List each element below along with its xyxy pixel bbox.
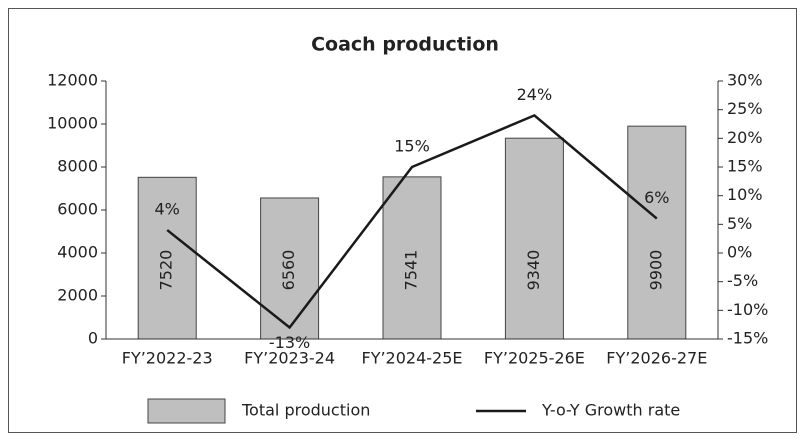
y2-tick-label: -5% (727, 271, 758, 290)
y-tick-label: 0 (88, 329, 98, 348)
legend-swatch (147, 398, 226, 424)
y-tick-label: 10000 (47, 114, 98, 133)
growth-line (166, 113, 658, 330)
y2-tick-label: 25% (727, 99, 763, 118)
bar-value-label: 9900 (646, 250, 665, 291)
line-value-label: 15% (394, 137, 430, 156)
x-tick-label: FY’2022-23 (122, 349, 213, 368)
y2-tick-label: 0% (727, 243, 752, 262)
bar (504, 137, 564, 340)
y2-tick-label: 5% (727, 214, 752, 233)
line-value-label: -13% (269, 333, 310, 352)
line-value-label: 6% (644, 188, 669, 207)
y2-tick-label: 10% (727, 185, 763, 204)
bar-value-label: 6560 (279, 250, 298, 291)
bar-value-label: 7520 (157, 250, 176, 291)
legend-label: Total production (241, 401, 370, 420)
y2-tick-label: 30% (727, 71, 763, 90)
y2-tick-label: 15% (727, 157, 763, 176)
y2-tick-label: 20% (727, 128, 763, 147)
line-value-label: 4% (155, 200, 180, 219)
bar-value-label: 7541 (402, 250, 421, 291)
x-tick-label: FY’2026-27E (606, 349, 707, 368)
y-tick-label: 2000 (57, 286, 98, 305)
x-tick-label: FY’2024-25E (361, 349, 462, 368)
x-tick-label: FY’2025-26E (484, 349, 585, 368)
y-tick-label: 8000 (57, 157, 98, 176)
y2-tick-label: -10% (727, 300, 768, 319)
legend-label: Y-o-Y Growth rate (541, 401, 680, 420)
x-tick-label: FY’2023-24 (244, 349, 335, 368)
y2-tick-label: -15% (727, 329, 768, 348)
y-tick-label: 12000 (47, 71, 98, 90)
bar (627, 125, 687, 340)
bar (137, 176, 197, 340)
chart-title: Coach production (311, 34, 499, 56)
y-tick-label: 4000 (57, 243, 98, 262)
line-value-label: 24% (517, 85, 553, 104)
y-tick-label: 6000 (57, 200, 98, 219)
bar-value-label: 9340 (524, 250, 543, 291)
